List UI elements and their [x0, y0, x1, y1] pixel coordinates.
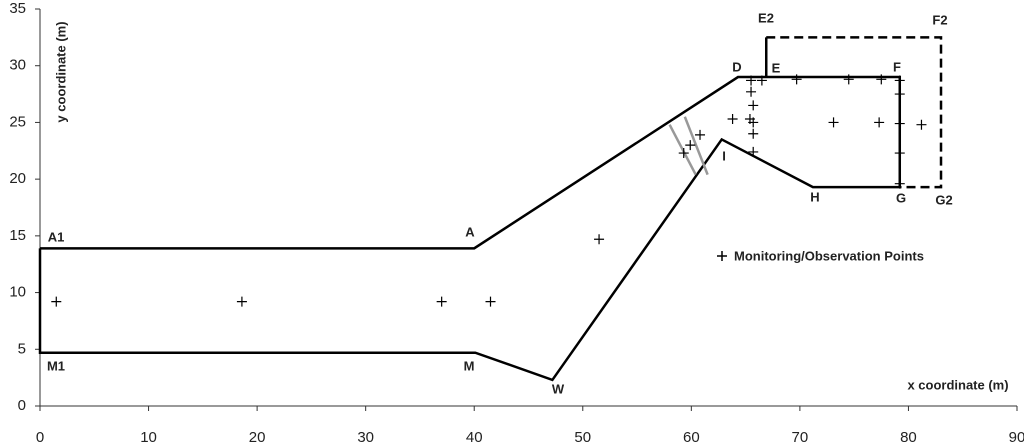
observation-point	[894, 178, 905, 189]
point-label: M1	[47, 358, 65, 373]
boundary-line	[668, 124, 697, 176]
point-label: D	[732, 59, 741, 74]
observation-point	[874, 117, 885, 128]
observation-point	[916, 119, 927, 130]
y-tick-label: 0	[18, 397, 26, 414]
observation-point	[594, 234, 605, 245]
y-tick-label: 30	[9, 57, 26, 74]
x-tick-label: 20	[249, 429, 266, 446]
x-tick-label: 10	[140, 429, 157, 446]
point-label: H	[810, 189, 819, 204]
observation-point	[894, 118, 905, 129]
x-tick-label: 30	[357, 429, 374, 446]
x-axis-title: x coordinate (m)	[907, 377, 1008, 392]
y-tick-label: 15	[9, 227, 26, 244]
boundary-line	[766, 36, 943, 189]
y-tick-label: 5	[18, 340, 26, 357]
observation-point	[685, 140, 696, 151]
observation-point	[51, 296, 62, 307]
x-tick-label: 50	[574, 429, 591, 446]
point-label: A	[465, 224, 475, 239]
legend-label: Monitoring/Observation Points	[734, 248, 924, 263]
y-tick-label: 25	[9, 113, 26, 130]
point-label: G2	[935, 192, 952, 207]
observation-point	[828, 117, 839, 128]
x-tick-label: 90	[1009, 429, 1024, 446]
observation-point	[894, 75, 905, 86]
observation-point	[746, 75, 757, 86]
boundary-line	[683, 116, 709, 176]
x-tick-label: 0	[36, 429, 44, 446]
observation-point	[678, 148, 689, 159]
boundary-line	[38, 75, 902, 382]
x-tick-label: 70	[792, 429, 809, 446]
observation-point	[748, 128, 759, 139]
y-tick-label: 10	[9, 284, 26, 301]
point-label: F2	[932, 12, 947, 27]
observation-point	[843, 74, 854, 85]
legend-marker	[717, 251, 727, 261]
point-label: F	[893, 59, 901, 74]
observation-point	[485, 296, 496, 307]
observation-point	[727, 114, 738, 125]
observation-point	[894, 148, 905, 159]
x-tick-label: 40	[466, 429, 483, 446]
observation-point	[236, 296, 247, 307]
observation-point	[894, 89, 905, 100]
point-label: E	[772, 60, 781, 75]
observation-point	[748, 117, 759, 128]
observation-point	[876, 74, 887, 85]
point-label: E2	[758, 10, 774, 25]
observation-point	[748, 146, 759, 157]
point-label: I	[722, 148, 726, 163]
observation-point	[791, 74, 802, 85]
observation-point	[436, 296, 447, 307]
point-label: W	[552, 381, 565, 396]
observation-point	[748, 100, 759, 111]
x-tick-label: 60	[683, 429, 700, 446]
observation-point	[746, 86, 757, 97]
y-tick-label: 20	[9, 170, 26, 187]
y-tick-label: 35	[9, 0, 26, 17]
observation-point	[756, 75, 767, 86]
point-label: G	[896, 190, 906, 205]
x-tick-label: 80	[900, 429, 917, 446]
point-label: A1	[48, 229, 65, 244]
point-label: M	[464, 358, 475, 373]
y-axis-title: y coordinate (m)	[53, 21, 68, 122]
observation-point	[695, 129, 706, 140]
